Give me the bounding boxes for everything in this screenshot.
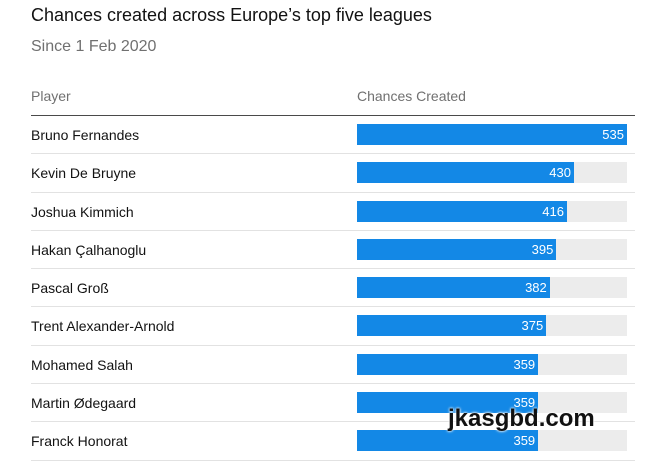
bar-track: 382	[357, 277, 627, 299]
bar-track: 430	[357, 162, 627, 184]
bar: 359	[357, 353, 539, 375]
column-header-player: Player	[31, 88, 71, 104]
bar-track: 416	[357, 200, 627, 222]
bar-value-label: 359	[513, 433, 536, 449]
table-row: Bruno Fernandes 535	[0, 116, 660, 155]
bar-track: 359	[357, 430, 627, 452]
bar-track: 359	[357, 392, 627, 414]
row-divider	[31, 306, 635, 308]
table-row: Trent Alexander-Arnold 375	[0, 307, 660, 346]
bar-value-label: 359	[513, 356, 536, 372]
bar-track: 375	[357, 315, 627, 337]
table-row: Hakan Çalhanoglu 395	[0, 231, 660, 270]
bar-value-label: 359	[513, 395, 536, 411]
row-divider	[31, 459, 635, 461]
bar: 395	[357, 238, 557, 260]
table-row: Joshua Kimmich 416	[0, 193, 660, 231]
row-divider	[31, 191, 635, 193]
bar: 416	[357, 200, 567, 222]
row-divider	[31, 383, 635, 385]
chart-title: Chances created across Europe’s top five…	[31, 5, 432, 25]
player-name-label: Hakan Çalhanoglu	[31, 241, 147, 258]
bar-value-label: 430	[549, 165, 571, 181]
watermark-text: jkasgbd.com	[448, 405, 595, 432]
bar-value-label: 395	[531, 241, 554, 257]
bar-value-label: 375	[521, 318, 544, 334]
bar-track: 359	[357, 353, 627, 375]
row-divider	[31, 229, 635, 231]
player-name-label: Franck Honorat	[31, 433, 128, 450]
player-name-label: Mohamed Salah	[31, 356, 133, 373]
bar-track: 395	[357, 238, 627, 260]
bar: 359	[357, 392, 539, 414]
bar-value-label: 535	[602, 127, 624, 142]
bar-track: 535	[357, 124, 627, 145]
table-row: Martin Ødegaard 359	[0, 384, 660, 423]
table-row: Mohamed Salah 359	[0, 346, 660, 385]
row-divider	[31, 344, 635, 346]
player-name-label: Martin Ødegaard	[31, 395, 137, 412]
bar: 359	[357, 430, 539, 452]
player-name-label: Bruno Fernandes	[31, 127, 140, 143]
row-divider	[31, 421, 635, 423]
player-name-label: Joshua Kimmich	[31, 203, 134, 220]
bar: 382	[357, 277, 550, 299]
bar-value-label: 382	[525, 280, 547, 296]
chart-rows: Bruno Fernandes 535 Kevin De Bruyne 430 Josh…	[0, 116, 660, 461]
table-row: Pascal Groß 382	[0, 269, 660, 308]
table-row: Franck Honorat 359	[0, 422, 660, 461]
player-name-label: Kevin De Bruyne	[31, 165, 137, 182]
bar: 430	[357, 162, 574, 184]
player-name-label: Pascal Groß	[31, 280, 109, 297]
bar: 535	[357, 124, 627, 145]
bar: 375	[357, 315, 547, 337]
column-header-chances-created: Chances Created	[357, 88, 466, 104]
row-divider	[31, 268, 635, 270]
header-divider	[31, 115, 635, 116]
row-divider	[31, 153, 635, 155]
chart-subtitle: Since 1 Feb 2020	[31, 38, 157, 55]
bar-value-label: 416	[542, 203, 564, 219]
table-row: Kevin De Bruyne 430	[0, 154, 660, 193]
player-name-label: Trent Alexander-Arnold	[31, 318, 175, 335]
